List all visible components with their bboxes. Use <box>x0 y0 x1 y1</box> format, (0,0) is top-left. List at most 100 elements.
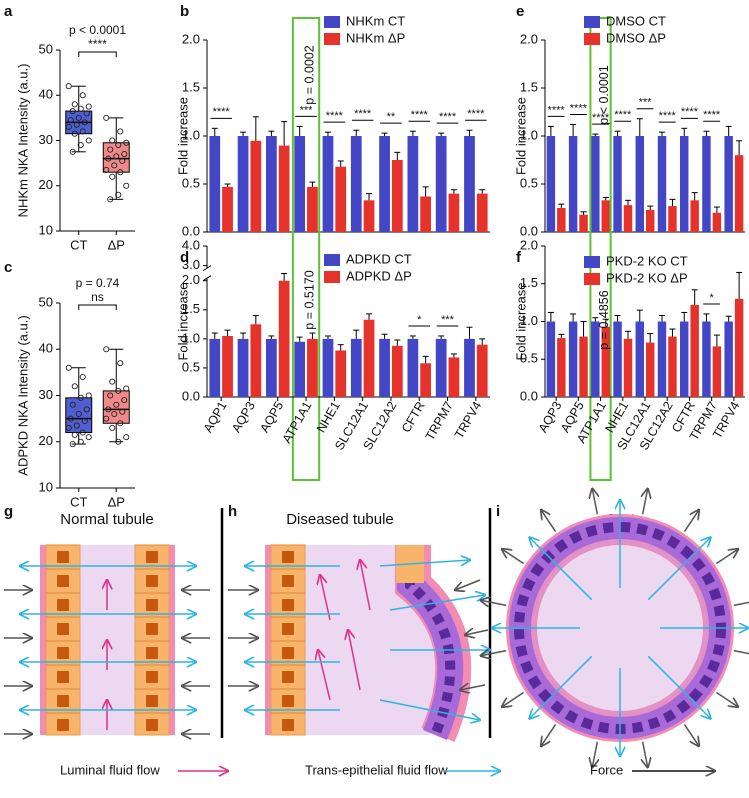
point <box>117 169 124 176</box>
significance: **** <box>659 110 677 122</box>
y-tick-label: 40 <box>39 87 53 102</box>
basement <box>40 545 46 735</box>
point <box>85 392 92 399</box>
x-tick-label: TRPM7 <box>423 399 456 443</box>
nucleus <box>282 551 294 563</box>
significance: **** <box>681 106 699 118</box>
x-tick-label: ΔP <box>108 494 125 509</box>
p-value: p = 0.74 <box>76 276 120 290</box>
y-tick-label: 0.5 <box>182 359 200 374</box>
point <box>65 424 72 431</box>
y-axis-label: ADPKD NKA Intensity (a.u.) <box>15 315 30 475</box>
panel-label: h <box>228 503 237 520</box>
trans-flow <box>647 537 710 601</box>
point <box>123 182 130 189</box>
bar <box>250 140 262 232</box>
p-value: p < 0.0001 <box>597 65 611 124</box>
trans-flow <box>529 655 593 718</box>
significance: **** <box>570 102 588 114</box>
legend-swatch <box>584 16 600 28</box>
nucleus <box>282 671 294 683</box>
point <box>65 83 72 90</box>
point <box>105 155 112 162</box>
point <box>123 385 130 392</box>
point <box>85 434 92 441</box>
bar <box>307 338 318 397</box>
y-axis-label: Fold increase <box>513 97 528 175</box>
point <box>69 108 76 115</box>
point <box>109 378 116 385</box>
force <box>460 685 486 690</box>
y-tick-label: 1.5 <box>182 301 200 316</box>
legend-swatch <box>324 254 340 266</box>
force <box>643 489 648 515</box>
bar <box>668 336 677 397</box>
nucleus <box>57 671 69 683</box>
bar <box>237 338 249 397</box>
bar <box>379 338 390 397</box>
force <box>541 510 557 532</box>
y-tick-label: 3.0 <box>182 257 200 272</box>
force <box>541 724 557 746</box>
bar <box>476 344 488 397</box>
point <box>121 151 128 158</box>
legend-swatch <box>324 271 340 283</box>
bar <box>635 136 644 232</box>
bar <box>209 338 221 397</box>
bar <box>350 136 362 232</box>
y-tick-label: 20 <box>39 433 53 448</box>
trans-flow <box>647 655 710 718</box>
point <box>79 128 86 135</box>
y-tick-label: 0.5 <box>520 351 538 366</box>
y-tick-label: 50 <box>39 41 53 56</box>
bar <box>568 136 578 232</box>
bracket <box>78 51 117 57</box>
legend-label: ADPKD CT <box>346 251 412 266</box>
y-axis-label: Fold increase <box>175 282 190 360</box>
bar <box>623 338 633 397</box>
bar <box>712 212 722 232</box>
point <box>117 420 124 427</box>
luminal-flow <box>360 560 371 611</box>
legend-label: NHKm ΔP <box>346 30 405 45</box>
significance: **** <box>614 109 632 121</box>
nucleus <box>282 575 294 587</box>
nucleus <box>57 623 69 635</box>
nucleus <box>57 647 69 659</box>
bar <box>464 338 475 397</box>
force <box>592 489 597 515</box>
point <box>81 417 88 424</box>
legend-label: DMSO CT <box>606 13 666 28</box>
y-tick-label: 1.0 <box>520 313 538 328</box>
significance: **** <box>592 112 610 124</box>
bar <box>435 338 447 397</box>
point <box>119 157 126 164</box>
cyst-nuclei <box>405 545 456 737</box>
y-tick-label: 0.0 <box>182 223 200 238</box>
trans-flow <box>379 699 480 720</box>
significance: **** <box>548 104 566 116</box>
bar <box>557 338 566 397</box>
force <box>716 691 738 706</box>
nucleus <box>57 719 69 731</box>
legend-label: Luminal fluid flow <box>60 762 160 777</box>
y-tick-label: 2.0 <box>520 31 538 46</box>
x-tick-label: AQP1 <box>201 399 230 435</box>
bar <box>322 338 334 397</box>
y-tick-label: 1.0 <box>520 127 538 142</box>
bar <box>322 136 334 232</box>
bar <box>613 136 622 232</box>
trans-flow <box>389 595 485 611</box>
nucleus <box>282 599 294 611</box>
bar <box>278 280 290 397</box>
significance: ns <box>91 290 104 304</box>
nucleus <box>146 623 158 635</box>
force <box>502 691 524 706</box>
nucleus <box>146 575 158 587</box>
point <box>113 401 120 408</box>
bar <box>635 321 644 397</box>
nucleus <box>57 599 69 611</box>
basement <box>265 545 271 735</box>
bar <box>294 136 306 232</box>
